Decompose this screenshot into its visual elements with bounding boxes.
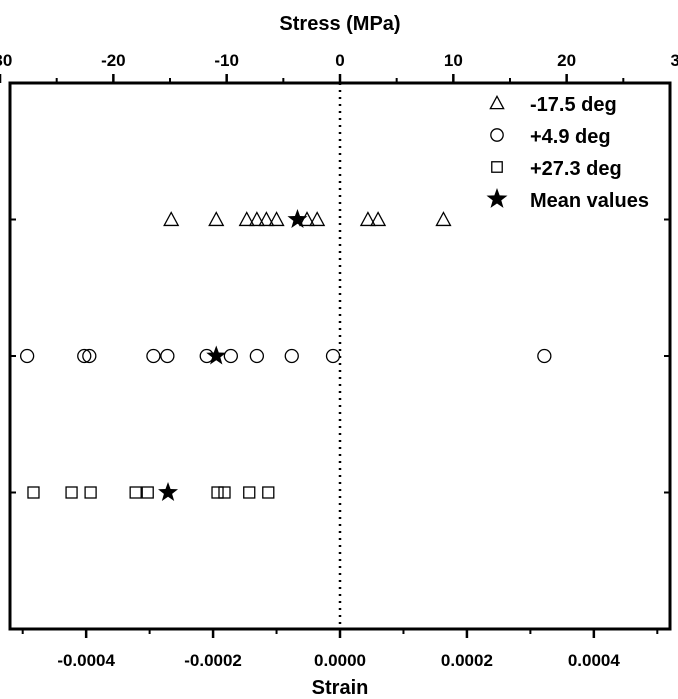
- legend-marker: [486, 187, 508, 208]
- point-4-9-deg: [19, 348, 35, 364]
- legend-label: -17.5 deg: [530, 94, 617, 116]
- bottom-tick-label: -0.0004: [57, 651, 115, 670]
- top-tick-label: -10: [214, 51, 239, 70]
- bottom-tick-label: 0.0000: [314, 651, 366, 670]
- top-tick-label: -20: [101, 51, 126, 70]
- bottom-tick-label: 0.0004: [568, 651, 621, 670]
- legend-marker: [489, 94, 505, 110]
- point-17-5-deg: [309, 211, 326, 227]
- point-4-9-deg: [160, 348, 175, 364]
- legend-marker: [490, 128, 504, 142]
- point-27-3-deg: [211, 486, 224, 499]
- top-tick-label: 0: [335, 51, 344, 70]
- point-27-3-deg: [129, 486, 142, 499]
- point-4-9-deg: [146, 348, 161, 364]
- top-tick-label: -30: [0, 51, 12, 70]
- point-4-9-deg: [223, 348, 238, 364]
- point-4-9-deg: [77, 348, 92, 364]
- top-tick-label: 30: [671, 51, 678, 70]
- point-27-3-deg: [84, 486, 97, 499]
- point-17-5-deg: [435, 211, 452, 227]
- point-17-5-deg: [248, 211, 265, 227]
- legend-marker: [491, 161, 503, 173]
- bottom-tick-label: -0.0002: [184, 651, 242, 670]
- point-27-3-deg: [27, 486, 40, 499]
- point-4-9-deg: [284, 348, 299, 364]
- point-4-9-deg: [325, 348, 341, 364]
- point-17-5-deg: [238, 211, 255, 227]
- point-17-5-deg: [359, 211, 377, 227]
- point-17-5-deg: [258, 211, 275, 227]
- point-17-5-deg: [208, 211, 225, 227]
- point-4-9-deg: [82, 348, 97, 364]
- axis-ticks: -0.0004 -0.0002 0.0000 0.0002 0.0004 -30 -20 -1…: [0, 51, 678, 670]
- point-mean-values: [287, 209, 308, 228]
- point-27-3-deg: [141, 486, 154, 499]
- point-27-3-deg: [65, 486, 78, 499]
- point-17-5-deg: [163, 211, 180, 227]
- point-27-3-deg: [262, 486, 275, 499]
- top-axis-title: Stress (MPa): [279, 13, 400, 35]
- top-tick-label: 10: [444, 51, 463, 70]
- point-4-9-deg: [249, 348, 265, 364]
- bottom-axis-title: Strain: [312, 677, 369, 699]
- point-17-5-deg: [268, 211, 285, 227]
- legend-label: +27.3 deg: [530, 158, 622, 180]
- legend-label: Mean values: [530, 190, 649, 212]
- legend: -17.5 deg +4.9 deg +27.3 deg Mean values: [486, 94, 649, 212]
- point-mean-values: [206, 345, 227, 365]
- bottom-tick-label: 0.0002: [441, 651, 493, 670]
- point-17-5-deg: [369, 211, 387, 227]
- point-27-3-deg: [243, 486, 256, 499]
- data-points: [19, 209, 552, 501]
- legend-label: +4.9 deg: [530, 126, 611, 148]
- plot-frame: [8, 81, 672, 631]
- top-tick-label: 20: [557, 51, 576, 70]
- point-27-3-deg: [218, 486, 231, 499]
- point-4-9-deg: [537, 348, 552, 364]
- point-mean-values: [158, 482, 179, 501]
